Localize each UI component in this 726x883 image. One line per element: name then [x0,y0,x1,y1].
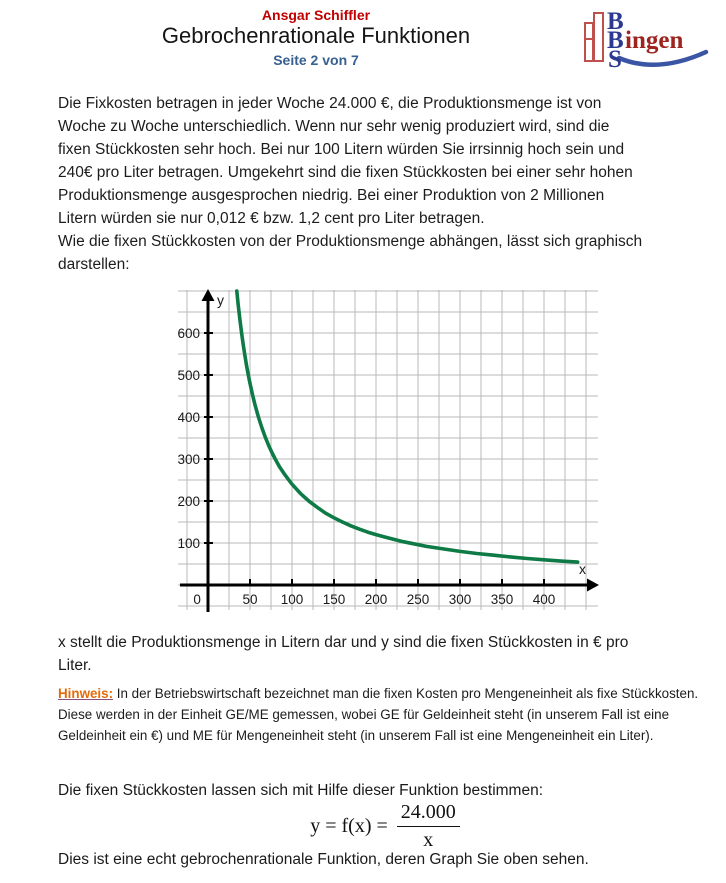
svg-text:400: 400 [178,410,200,425]
formula-numerator: 24.000 [396,801,460,827]
x-axis-arrow [587,578,599,592]
grid-lines [178,290,598,610]
formula-fraction: 24.000 x [396,801,460,852]
y-axis-arrow [201,289,215,301]
formula-intro-line: Die fixen Stückkosten lassen sich mit Hi… [58,782,544,799]
function-graph: 0 50 100 150 200 250 300 350 400 100 200 300 400 500 6… [178,289,599,612]
closing-line: Dies ist eine echt gebrochenrationale Fu… [58,851,589,868]
x-axis-label: x [579,561,586,577]
logo-letter-s: S [608,46,622,68]
logo-letter-b2: B [607,27,624,54]
author-name: Ansgar Schiffler [261,7,371,23]
hyperbola-curve [235,289,580,564]
svg-text:200: 200 [178,494,200,509]
graph-caption: x stellt die Produktionsmenge in Litern … [58,634,629,674]
svg-text:300: 300 [178,452,200,467]
intro-paragraph: Die Fixkosten betragen in jeder Woche 24… [58,95,643,273]
hinweis-paragraph: Hinweis: In der Betriebswirtschaft bezei… [58,683,713,746]
svg-text:250: 250 [407,592,430,607]
svg-text:600: 600 [178,326,200,341]
svg-text:400: 400 [533,592,556,607]
tick-marks [204,332,545,586]
formula-lhs: y = f(x) = [310,814,388,837]
logo-swoosh [616,49,709,67]
svg-text:350: 350 [491,592,514,607]
svg-text:50: 50 [242,592,257,607]
page-title: Gebrochenrationale Funktionen [161,23,471,48]
logo-suffix: ingen [625,27,683,54]
formula: y = f(x) = 24.000 x [22,800,726,852]
tower-icon [584,12,604,62]
svg-text:500: 500 [178,368,200,383]
hinweis-label: Hinweis: [58,686,114,701]
svg-text:100: 100 [178,536,200,551]
axes [180,299,587,612]
logo-letter-b1: B [607,8,624,35]
page-number: Seite 2 von 7 [273,52,359,68]
svg-text:200: 200 [365,592,388,607]
hinweis-text: In der Betriebswirtschaft bezeichnet man… [58,686,699,743]
tick-labels: 0 50 100 150 200 250 300 350 400 100 200 300 400 500 6… [178,326,555,607]
bbs-bingen-logo: B B S ingen [584,8,709,68]
formula-denominator: x [423,828,434,851]
svg-text:0: 0 [193,592,201,607]
y-axis-label: y [217,292,224,308]
svg-text:100: 100 [281,592,304,607]
svg-text:300: 300 [449,592,472,607]
svg-text:150: 150 [323,592,346,607]
